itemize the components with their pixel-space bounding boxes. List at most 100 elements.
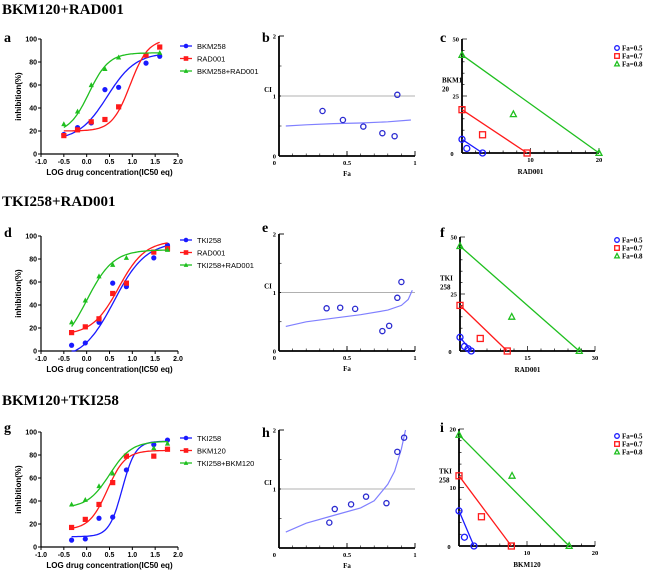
single-drug-point — [456, 301, 464, 310]
ci-data-point — [362, 493, 370, 500]
data-point — [88, 82, 94, 88]
data-point — [68, 524, 75, 531]
x-axis-label: Fa — [343, 170, 351, 178]
panel-letter: g — [4, 421, 11, 436]
y-tick-label: 60 — [29, 83, 37, 90]
y-tick-label: 2 — [273, 232, 276, 239]
legend-label: Fa=0.5 — [622, 45, 643, 53]
data-point — [82, 496, 88, 502]
y-axis-label: inhibition(%) — [14, 72, 23, 121]
data-point — [110, 280, 116, 286]
data-point — [143, 60, 149, 66]
legend-label: TKI258 — [197, 434, 221, 443]
dose-response-chart-g: g 0 20 40 60 80 100 -1.0 -0.5 0.0 0.5 1.0 1.5 2.0LOG … — [4, 421, 254, 570]
data-point — [157, 44, 163, 50]
origin-label: 0 — [447, 544, 450, 551]
isobologram-f: f 25 50 15 30 0 TKI258 RAD001 Fa=0.5Fa=0.7Fa=0.8 — [440, 226, 643, 374]
x-axis-label: RAD001 — [518, 168, 544, 176]
combination-point — [478, 131, 487, 139]
y-tick-label: 50 — [451, 235, 458, 242]
data-point — [116, 54, 122, 60]
legend-label: RAD001 — [197, 249, 225, 258]
ci-data-point — [336, 304, 344, 311]
data-point — [74, 108, 81, 114]
ci-data-point — [391, 132, 398, 140]
x-tick-label: -1.0 — [35, 159, 47, 166]
ci-data-point — [385, 322, 393, 330]
data-point — [151, 442, 157, 448]
y-tick-label: 100 — [25, 234, 37, 241]
data-point — [157, 53, 163, 59]
section-title-bkm120-tki258: BKM120+TKI258 — [2, 393, 119, 409]
legend-label: TKI258 — [197, 236, 221, 245]
ci-data-point — [360, 123, 367, 130]
legend-marker — [183, 262, 189, 267]
single-drug-point — [594, 148, 604, 157]
single-drug-point — [470, 542, 478, 550]
x-tick-label: 2.0 — [173, 159, 183, 166]
isobologram-i: i 10 20 10 20 0 TKI258 BKM120 Fa=0.5Fa=0.7Fa=0.8 — [439, 421, 643, 569]
single-drug-point — [455, 241, 465, 250]
legend-marker — [614, 441, 620, 447]
single-drug-point — [456, 333, 464, 341]
x-tick-label: 0.5 — [343, 355, 352, 362]
x-tick-label: 15 — [524, 355, 531, 362]
x-axis-label: Fa — [343, 562, 351, 570]
data-point — [164, 446, 171, 452]
panel-letter: a — [4, 31, 11, 46]
isobole-line — [461, 54, 600, 154]
data-point — [96, 515, 102, 521]
ci-data-point — [331, 505, 339, 513]
data-point — [151, 249, 157, 255]
data-point — [116, 104, 122, 110]
legend-label: TKI258+RAD001 — [197, 261, 254, 270]
y-tick-label: 60 — [29, 476, 37, 483]
data-point — [68, 330, 75, 336]
legend-marker — [183, 448, 189, 453]
combination-point — [509, 109, 518, 118]
ci-data-point — [326, 519, 333, 526]
data-point — [96, 316, 102, 322]
legend-marker — [183, 68, 189, 73]
ci-data-point — [339, 116, 347, 124]
panel-letter: d — [4, 226, 12, 241]
data-point — [123, 280, 129, 286]
legend-label: Fa=0.7 — [622, 245, 643, 253]
legend-label: Fa=0.8 — [622, 61, 643, 69]
legend-marker — [183, 435, 189, 441]
x-tick-label: 2.0 — [173, 552, 183, 559]
single-drug-point — [458, 106, 466, 114]
y-tick-label: 100 — [25, 430, 37, 437]
data-point — [82, 340, 88, 346]
x-tick-label: 1.0 — [127, 159, 137, 166]
y-axis-label: TKI — [439, 467, 452, 475]
isobole-line — [461, 109, 528, 154]
legend-label: Fa=0.7 — [622, 53, 643, 61]
x-tick-label: 1 — [413, 552, 416, 559]
origin-label: 0 — [448, 349, 451, 356]
data-point — [68, 319, 75, 325]
single-drug-point — [503, 347, 511, 355]
combination-point — [507, 312, 516, 320]
y-tick-label: 80 — [29, 453, 37, 460]
legend-marker — [183, 250, 189, 255]
x-tick-label: 0.0 — [82, 552, 92, 559]
y-axis-label: CI — [264, 283, 272, 291]
y-axis-label: inhibition(%) — [14, 465, 23, 514]
y-axis-label: 20 — [442, 85, 450, 93]
y-tick-label: 80 — [29, 257, 37, 264]
y-tick-label: 80 — [29, 60, 37, 67]
isobole-line — [458, 475, 512, 547]
origin-label: 0 — [450, 151, 453, 158]
section-title-tki258-rad001: TKI258+RAD001 — [2, 194, 116, 210]
combination-point — [460, 533, 469, 541]
x-tick-label: 10 — [524, 550, 531, 557]
legend-marker — [614, 433, 620, 439]
single-drug-point — [478, 149, 487, 157]
y-tick-label: 20 — [29, 522, 37, 529]
data-point — [164, 246, 171, 252]
x-tick-label: 0.0 — [82, 159, 92, 166]
y-tick-label: 0 — [33, 152, 37, 159]
x-tick-label: -0.5 — [58, 552, 70, 559]
single-drug-point — [507, 542, 516, 550]
